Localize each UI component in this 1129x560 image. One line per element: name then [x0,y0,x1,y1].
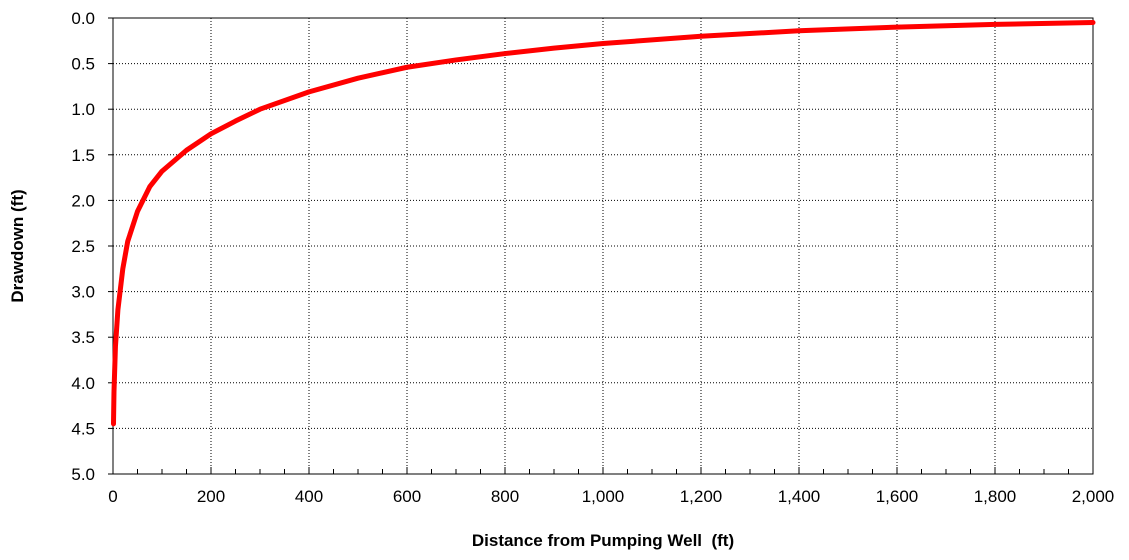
x-tick-labels: 0 200 400 600 800 1,000 1,200 1,400 1,600 1,800 2,… [108,487,1114,506]
y-tick-label: 2.5 [71,237,95,256]
y-tick-label: 5.0 [71,465,95,484]
x-tick-label: 1,000 [582,487,625,506]
y-axis-title: Drawdown (ft) [8,189,27,302]
x-tick-label: 800 [491,487,519,506]
y-tick-label: 3.0 [71,283,95,302]
drawdown-curve [110,20,1096,427]
x-tick-label: 400 [295,487,323,506]
x-tick-label: 1,400 [778,487,821,506]
y-tick-label: 0.0 [71,9,95,28]
x-tick-label: 200 [197,487,225,506]
y-tick-label: 4.5 [71,419,95,438]
x-tick-label: 600 [393,487,421,506]
y-tick-label: 0.5 [71,55,95,74]
y-tick-label: 2.0 [71,191,95,210]
x-tick-label: 1,200 [680,487,723,506]
grid [113,18,1093,474]
y-tick-labels: 0.0 0.5 1.0 1.5 2.0 2.5 3.0 3.5 4.0 4.5 5.0 [71,9,95,484]
x-tick-label: 1,600 [876,487,919,506]
series-layer [110,20,1096,427]
plot-frame [112,17,1094,475]
y-tick-label: 3.5 [71,328,95,347]
y-tick-label: 4.0 [71,374,95,393]
x-tick-label: 1,800 [974,487,1017,506]
axis-ticks [108,17,1094,475]
y-tick-label: 1.0 [71,100,95,119]
x-tick-label: 0 [108,487,117,506]
x-axis-title: Distance from Pumping Well (ft) [472,531,734,550]
y-tick-label: 1.5 [71,146,95,165]
x-tick-label: 2,000 [1072,487,1115,506]
